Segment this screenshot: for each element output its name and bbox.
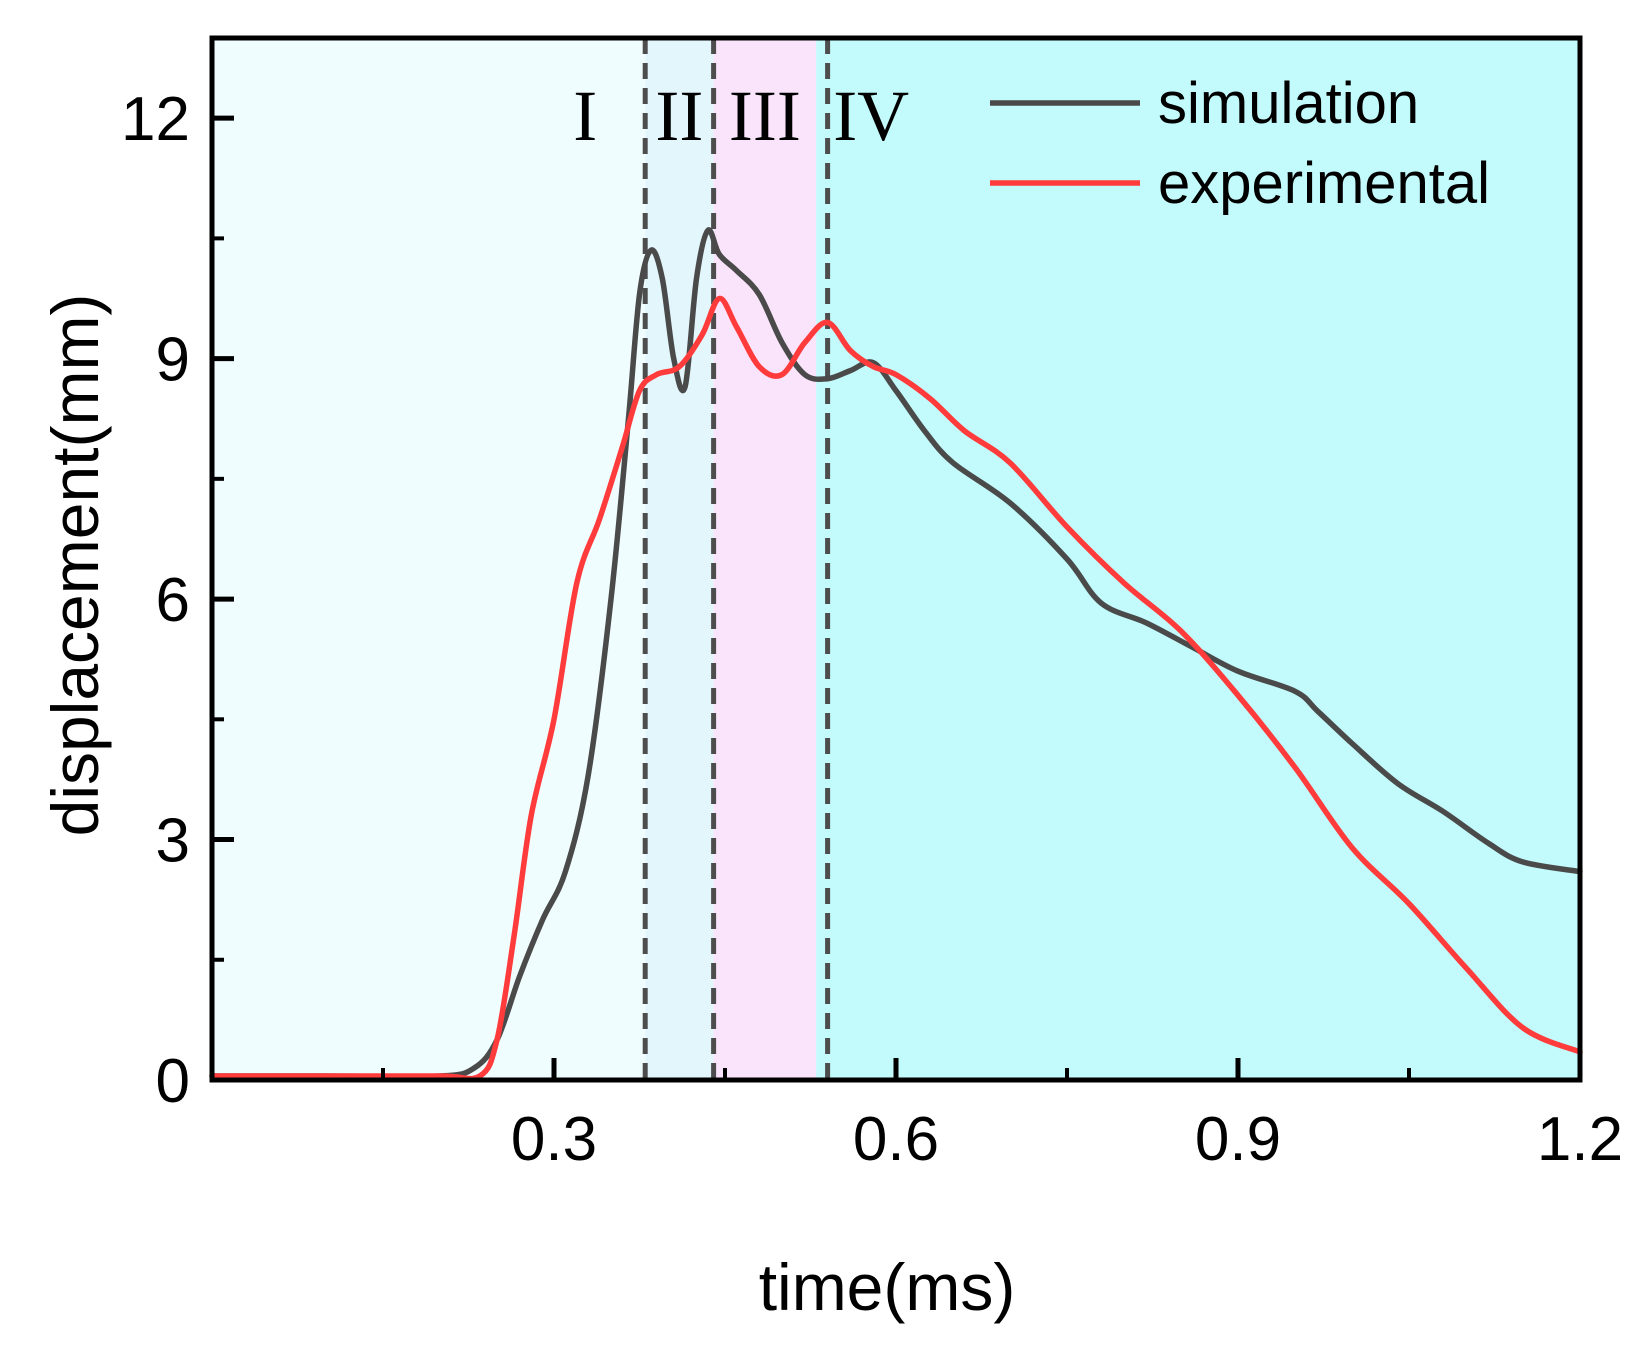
- axis-tick-labels: 0.3 0.6 0.9 1.2 0 3 6 9 12: [121, 85, 1623, 1174]
- y-tick-label: 9: [156, 326, 190, 395]
- x-axis-title: time(ms): [759, 1250, 1016, 1324]
- region-label-i: I: [573, 76, 597, 156]
- region-label-iv: IV: [833, 76, 909, 156]
- region-backgrounds: [212, 38, 1580, 1080]
- axis-ticks: [212, 115, 1583, 1083]
- legend: simulation experimental: [990, 71, 1490, 216]
- region-band-3: [713, 38, 817, 1080]
- region-band-2: [645, 38, 714, 1080]
- region-label-ii: II: [655, 76, 703, 156]
- series-lines: [209, 227, 1583, 1082]
- y-tick-label: 6: [156, 566, 190, 635]
- region-band-1: [212, 38, 646, 1080]
- x-tick-label: 0.9: [1195, 1105, 1281, 1174]
- x-tick-label: 1.2: [1537, 1105, 1623, 1174]
- legend-label-simulation: simulation: [1158, 71, 1419, 136]
- y-tick-label: 12: [121, 85, 190, 154]
- y-axis-title: displacement(mm): [38, 294, 112, 837]
- x-tick-label: 0.6: [853, 1105, 939, 1174]
- x-tick-label: 0.3: [511, 1105, 597, 1174]
- legend-label-experimental: experimental: [1158, 151, 1490, 216]
- region-band-4: [816, 38, 1580, 1080]
- series-line-simulation: [209, 227, 1583, 1080]
- region-labels: I II III IV: [573, 76, 909, 156]
- series-line-experimental: [209, 295, 1583, 1082]
- y-tick-label: 3: [156, 807, 190, 876]
- region-label-iii: III: [729, 76, 801, 156]
- y-tick-label: 0: [156, 1047, 190, 1116]
